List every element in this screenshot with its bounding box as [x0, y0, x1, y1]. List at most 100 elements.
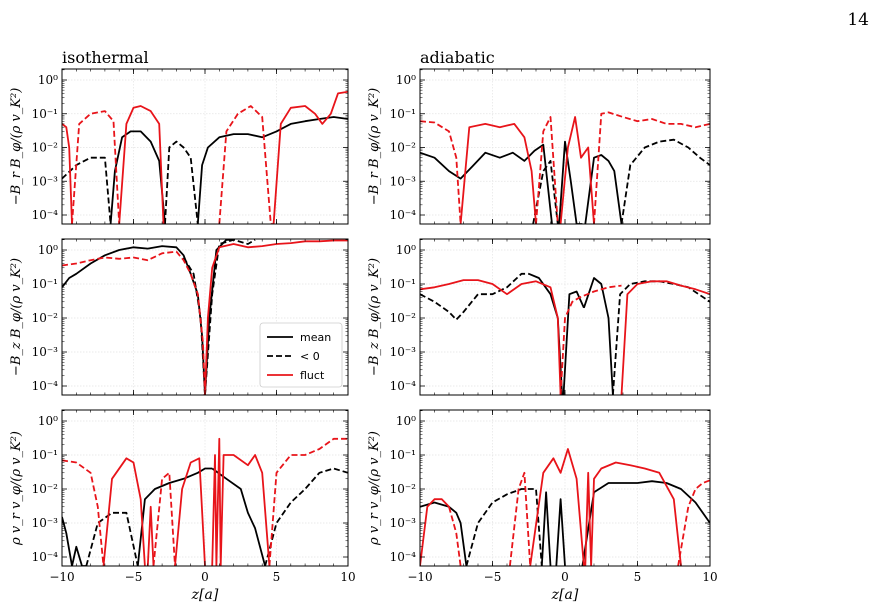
y-tick-label: 10⁻²: [390, 311, 417, 325]
y-tick-label: 10⁻¹: [32, 448, 58, 462]
column-title-adiabatic: adiabatic: [420, 48, 495, 67]
series-line-fluct-6: [620, 280, 710, 395]
series-line-0-3: [164, 140, 199, 224]
legend-label: mean: [300, 331, 331, 344]
series-line-fluct-5: [459, 123, 537, 224]
y-axis-label: −B_z B_φ/(ρ v_K²): [9, 258, 24, 376]
series-line-0-4: [264, 467, 348, 566]
series-line-mean-1: [196, 116, 348, 224]
y-axis-label: −B_z B_φ/(ρ v_K²): [367, 258, 382, 376]
series-line-fluct-7: [584, 461, 682, 566]
series-line-fluct-4: [203, 239, 348, 395]
x-tick-label: 0: [561, 570, 569, 584]
series-line-fluct-10: [677, 479, 710, 566]
series-line-0-4: [620, 138, 710, 224]
series-line-0-2: [182, 257, 206, 395]
y-tick-label: 10⁻¹: [390, 448, 416, 462]
y-tick-label: 10⁻⁴: [32, 208, 59, 222]
series-line-fluct-6: [559, 116, 595, 224]
series-line-fluct-7: [71, 110, 121, 224]
series-line-0-3: [420, 272, 529, 321]
panel-adiabatic-row2: 10⁻⁴ 10⁻³ 10⁻² 10⁻¹ 10⁰ −B_z B_φ/(ρ v_K²): [367, 238, 711, 396]
y-tick-label: 10⁻³: [32, 174, 59, 188]
panel-adiabatic-row3: −10 −5 0 5 10 z[a] 10⁻⁴ 10⁻³ 10⁻² 10⁻¹ 10⁰ ρ v_r v_…: [367, 409, 718, 603]
x-tick-label: 5: [634, 570, 642, 584]
y-tick-label: 10⁰: [38, 243, 58, 257]
y-tick-label: 10⁻²: [390, 141, 417, 155]
series-line-mean-0: [420, 501, 468, 566]
series-line-mean-3: [581, 480, 710, 566]
y-tick-label: 10⁻¹: [390, 277, 416, 291]
y-tick-label: 10⁻³: [390, 345, 417, 359]
series-line-fluct-6: [146, 505, 155, 566]
x-tick-label: 5: [273, 570, 281, 584]
series-group: [420, 111, 710, 224]
y-tick-label: 10⁻²: [32, 482, 59, 496]
y-tick-label: 10⁻⁴: [390, 208, 417, 222]
x-tick-label: −5: [484, 570, 502, 584]
y-tick-label: 10⁻⁴: [32, 550, 59, 564]
series-line-fluct-9: [62, 459, 105, 566]
axes-frame: [61, 68, 349, 225]
panel-isothermal-row3: −10 −5 0 5 10 z[a] 10⁻⁴ 10⁻³ 10⁻² 10⁻¹ 10⁰ ρ v_r v_…: [9, 409, 356, 603]
panel-isothermal-row1: 10⁻⁴ 10⁻³ 10⁻² 10⁻¹ 10⁰ −B_r B_φ/(ρ v_K²): [9, 68, 349, 225]
y-tick-label: 10⁻¹: [32, 277, 58, 291]
series-line-fluct-6: [529, 448, 585, 566]
column-title-isothermal: isothermal: [62, 48, 149, 67]
series-line-0-3: [85, 511, 139, 566]
series-line-fluct-5: [420, 279, 562, 395]
y-axis-label: ρ v_r v_φ/(ρ v_K²): [9, 431, 24, 546]
x-tick-label: 10: [702, 570, 717, 584]
y-tick-label: 10⁻¹: [390, 107, 416, 121]
series-line-mean-0: [109, 130, 166, 224]
legend-label: fluct: [300, 369, 325, 382]
series-line-mean-2: [555, 498, 566, 566]
x-tick-label: −10: [49, 570, 74, 584]
y-tick-label: 10⁻¹: [32, 107, 58, 121]
series-line-mean-0: [420, 143, 553, 224]
y-tick-label: 10⁻⁴: [390, 550, 417, 564]
x-axis-label: z[a]: [551, 587, 579, 603]
x-tick-label: −5: [125, 570, 143, 584]
series-line-mean-0: [528, 272, 563, 395]
series-line-fluct-8: [535, 116, 559, 224]
series-line-mean-0: [62, 516, 87, 566]
legend: mean < 0 fluct: [259, 322, 343, 388]
series-line-fluct-5: [420, 498, 450, 566]
y-tick-label: 10⁻³: [32, 516, 59, 530]
x-tick-label: −10: [407, 570, 432, 584]
x-tick-label: 10: [340, 570, 355, 584]
y-axis-label: −B_r B_φ/(ρ v_K²): [367, 88, 382, 206]
series-line-fluct-10: [152, 471, 176, 566]
page-number: 14: [847, 10, 869, 30]
y-tick-label: 10⁰: [396, 243, 416, 257]
y-axis-label: −B_r B_φ/(ρ v_K²): [9, 88, 24, 206]
legend-box: [259, 322, 343, 388]
y-tick-label: 10⁻²: [390, 482, 417, 496]
series-line-fluct-6: [272, 90, 348, 224]
series-line-fluct-7: [559, 284, 622, 395]
series-line-mean-1: [562, 290, 585, 395]
series-line-0-2: [62, 156, 112, 224]
series-line-0-4: [465, 488, 543, 566]
series-line-fluct-11: [268, 437, 348, 566]
y-tick-label: 10⁻³: [32, 345, 59, 359]
y-tick-label: 10⁻²: [32, 311, 59, 325]
series-line-fluct-7: [420, 120, 462, 224]
y-tick-label: 10⁻²: [32, 141, 59, 155]
y-tick-label: 10⁻⁴: [32, 379, 59, 393]
legend-label: < 0: [300, 350, 320, 363]
series-line-mean-1: [540, 491, 552, 566]
series-line-mean-1: [204, 239, 234, 395]
y-tick-label: 10⁻⁴: [390, 379, 417, 393]
series-line-fluct-8: [211, 437, 271, 566]
series-line-fluct-9: [509, 471, 532, 566]
series-line-mean-2: [584, 154, 623, 224]
series-group: [62, 239, 348, 395]
y-axis-label: ρ v_r v_φ/(ρ v_K²): [367, 431, 382, 546]
series-line-0-3: [204, 239, 256, 395]
x-tick-label: 0: [201, 570, 209, 584]
series-line-mean-1: [136, 467, 213, 566]
x-axis-label: z[a]: [191, 587, 219, 603]
